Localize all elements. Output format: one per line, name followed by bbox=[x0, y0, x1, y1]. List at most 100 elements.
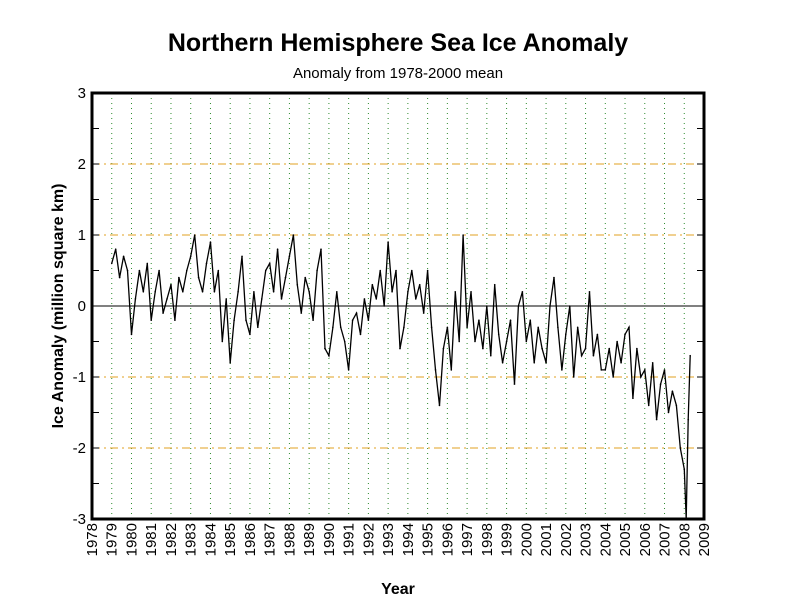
data-point bbox=[367, 319, 370, 322]
data-point bbox=[185, 269, 188, 272]
x-tick-label: 1999 bbox=[499, 523, 516, 556]
data-point bbox=[525, 340, 528, 343]
data-point bbox=[482, 347, 484, 350]
y-tick-label: 3 bbox=[78, 85, 86, 102]
data-point bbox=[391, 291, 393, 293]
data-point bbox=[182, 291, 184, 293]
data-point bbox=[446, 326, 449, 329]
data-point bbox=[166, 298, 168, 300]
data-point bbox=[118, 276, 121, 279]
data-point bbox=[474, 340, 476, 343]
data-point bbox=[418, 283, 421, 286]
data-point bbox=[114, 248, 117, 250]
data-point bbox=[497, 333, 500, 336]
x-tick-label: 2005 bbox=[617, 523, 634, 556]
data-point bbox=[347, 369, 350, 371]
x-tick-label: 1980 bbox=[123, 523, 140, 556]
data-point bbox=[466, 326, 468, 329]
data-point bbox=[687, 418, 690, 421]
data-point bbox=[486, 305, 488, 307]
data-point bbox=[209, 241, 212, 243]
data-point bbox=[580, 354, 583, 357]
data-point bbox=[178, 276, 180, 279]
data-point bbox=[395, 269, 397, 272]
data-point bbox=[260, 298, 263, 300]
data-point bbox=[217, 269, 220, 272]
y-tick-label: -1 bbox=[73, 369, 86, 386]
data-point bbox=[632, 397, 634, 400]
data-point bbox=[576, 326, 579, 329]
data-point bbox=[292, 234, 295, 236]
x-tick-label: 1995 bbox=[420, 523, 437, 556]
data-point bbox=[288, 255, 291, 258]
data-point bbox=[489, 354, 492, 357]
data-point bbox=[304, 276, 307, 279]
data-point bbox=[600, 369, 603, 371]
data-point bbox=[683, 468, 686, 471]
data-point bbox=[241, 255, 243, 258]
y-tick-label: 1 bbox=[78, 227, 86, 244]
data-point bbox=[351, 319, 354, 322]
x-tick-label: 2006 bbox=[637, 523, 654, 556]
data-point bbox=[426, 269, 429, 272]
data-point bbox=[422, 312, 425, 314]
data-point bbox=[229, 362, 231, 364]
data-point bbox=[233, 319, 235, 322]
data-point bbox=[213, 291, 216, 293]
data-point bbox=[478, 319, 480, 322]
data-point bbox=[174, 319, 176, 322]
data-point bbox=[407, 291, 409, 293]
data-point bbox=[221, 340, 224, 343]
y-tick-label: -2 bbox=[73, 440, 86, 457]
data-point bbox=[675, 404, 678, 407]
data-point bbox=[549, 305, 551, 307]
x-tick-label: 1984 bbox=[202, 523, 219, 556]
data-point bbox=[237, 291, 239, 293]
data-point bbox=[193, 234, 196, 236]
data-point bbox=[493, 283, 496, 286]
data-point bbox=[442, 347, 445, 350]
x-tick-label: 2008 bbox=[676, 523, 693, 556]
data-point bbox=[272, 291, 275, 293]
data-point bbox=[284, 276, 287, 279]
x-tick-label: 1994 bbox=[400, 523, 417, 556]
data-point bbox=[541, 347, 543, 350]
x-tick-label: 2007 bbox=[657, 523, 674, 556]
data-point bbox=[414, 298, 417, 300]
data-point bbox=[612, 376, 614, 378]
data-point bbox=[438, 404, 441, 407]
data-point bbox=[505, 340, 508, 343]
data-point bbox=[158, 269, 160, 272]
data-point bbox=[628, 326, 630, 329]
data-point bbox=[268, 262, 271, 265]
x-tick-label: 2001 bbox=[538, 523, 555, 556]
data-point bbox=[138, 269, 141, 272]
data-point bbox=[162, 312, 164, 314]
data-point bbox=[197, 276, 200, 279]
x-tick-label: 1978 bbox=[84, 523, 101, 556]
x-tick-label: 2009 bbox=[696, 523, 713, 556]
data-point bbox=[636, 347, 638, 350]
data-point bbox=[276, 248, 279, 250]
x-tick-label: 1989 bbox=[301, 523, 318, 556]
chart-title: Northern Hemisphere Sea Ice Anomaly bbox=[168, 29, 628, 57]
data-point bbox=[458, 340, 461, 343]
x-tick-label: 1997 bbox=[459, 523, 476, 556]
data-point bbox=[316, 269, 318, 272]
data-point bbox=[667, 411, 670, 414]
data-point bbox=[604, 369, 607, 371]
data-point bbox=[332, 326, 334, 329]
data-point bbox=[170, 283, 172, 286]
data-point bbox=[253, 291, 255, 293]
data-point bbox=[363, 298, 366, 300]
x-tick-label: 1986 bbox=[242, 523, 259, 556]
plot-frame bbox=[90, 91, 706, 521]
x-axis-label: Year bbox=[381, 581, 415, 598]
data-point bbox=[513, 383, 516, 385]
data-point bbox=[249, 333, 251, 336]
y-tick-label: -3 bbox=[73, 511, 86, 528]
data-point bbox=[545, 362, 547, 364]
data-point bbox=[608, 347, 611, 350]
x-tick-label: 1988 bbox=[281, 523, 298, 556]
